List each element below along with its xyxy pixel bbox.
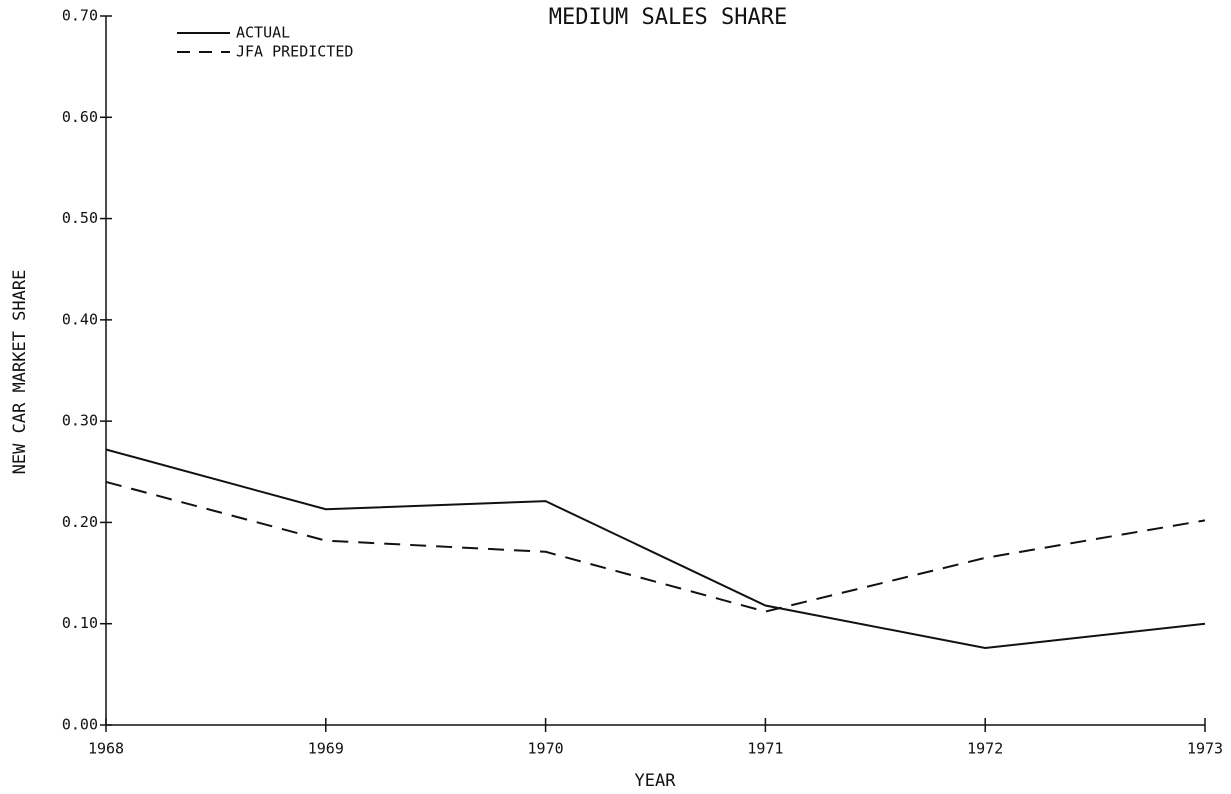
legend-label: JFA PREDICTED: [236, 43, 353, 61]
y-tick-label: 0.40: [62, 310, 98, 328]
series-line: [105, 448, 1206, 650]
x-axis-label: YEAR: [635, 771, 677, 791]
legend-label: ACTUAL: [236, 24, 290, 42]
y-axis-label: NEW CAR MARKET SHARE: [10, 270, 30, 475]
x-tick-label: 1973: [1187, 740, 1223, 758]
series-line: [105, 480, 1206, 613]
y-tick-label: 0.60: [62, 108, 98, 126]
x-tick-label: 1969: [308, 740, 344, 758]
x-tick-label: 1970: [528, 740, 564, 758]
y-tick-label: 0.70: [62, 7, 98, 25]
y-tick-label: 0.00: [62, 716, 98, 734]
x-tick-label: 1971: [747, 740, 783, 758]
chart-title: MEDIUM SALES SHARE: [549, 5, 787, 30]
x-tick-label: 1968: [88, 740, 124, 758]
y-tick-label: 0.10: [62, 614, 98, 632]
y-tick-label: 0.20: [62, 513, 98, 531]
x-tick-label: 1972: [967, 740, 1003, 758]
y-tick-label: 0.50: [62, 209, 98, 227]
y-tick-label: 0.30: [62, 412, 98, 430]
